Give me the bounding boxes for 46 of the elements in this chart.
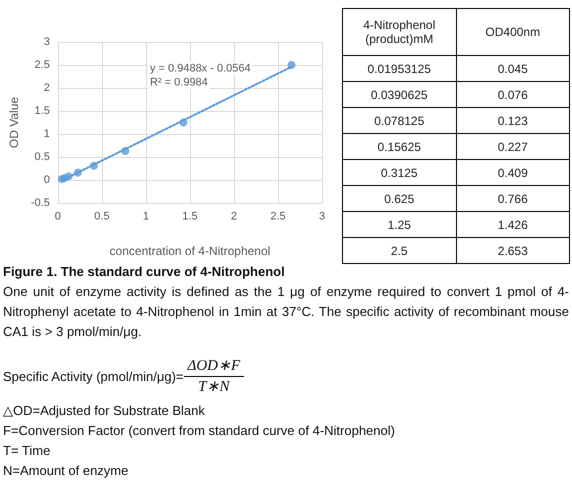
text: 0.3125 [342,160,456,186]
text: Figure 1. The standard curve of 4-Nitrophenol [3,263,286,281]
text: 0.227 [456,134,570,160]
text: 0.766 [456,186,570,212]
x-tick-label: 2 [230,210,238,222]
text: 0.01953125 [342,56,456,82]
text: 0.078125 [342,108,456,134]
y-tick-label: 0.5 [34,151,50,163]
text: 2.5 [342,238,456,264]
text: 0.123 [456,108,570,134]
y-tick-label: 2 [44,82,50,94]
y-tick-label: -0.5 [30,197,50,209]
text: 0.15625 [342,134,456,160]
text: △OD=Adjusted for Substrate Blank [3,402,206,420]
text: T= Time [3,442,52,460]
annotation: y = 0.9488x - 0.0564 [150,62,251,74]
annotation: R² = 0.9984 [150,76,208,88]
text: 0.625 [342,186,456,212]
y-tick-label: 1 [44,128,50,140]
x-tick-label: 1.5 [182,210,198,222]
y-tick-label: 0 [44,174,50,186]
text: Specific Activity (pmol/min/μg)= [3,368,184,386]
text: 0.0390625 [342,82,456,108]
text: F=Conversion Factor (convert from standard curve of 4-Nitrophenol) [3,422,396,440]
text: T∗N [198,378,230,397]
text: 2.653 [456,238,570,264]
x-axis-title: concentration of 4-Nitrophenol [110,244,270,258]
text: OD400nm [456,8,570,56]
y-axis-title: OD Value [7,96,21,148]
y-tick-label: 3 [44,36,50,48]
x-tick-label: 1 [142,210,149,222]
x-tick-label: 0 [54,210,61,222]
text: 0.076 [456,82,570,108]
x-tick-label: 0.5 [94,210,110,222]
x-tick-label: 3 [318,210,326,222]
text: 1.426 [456,212,570,238]
text: ΔOD∗F [184,356,244,377]
y-tick-label: 2.5 [34,59,50,71]
y-tick-label: 1.5 [34,105,50,117]
text: 0.045 [456,56,570,82]
text: 0.409 [456,160,570,186]
x-tick-label: 2.5 [270,210,286,222]
text: 4-Nitrophenol (product)mM [342,8,456,56]
text: One unit of enzyme activity is defined as the 1 μg of enzyme required to convert 1 pmol of 4-Nitrophenyl acetate to 4-Nitrophenol in 1min at 37°C. The specific activity of recombinant mouse CA1 is > 3 pmol/min/μg. [3,283,569,341]
text: 1.25 [342,212,456,238]
text: N=Amount of enzyme [3,462,130,480]
